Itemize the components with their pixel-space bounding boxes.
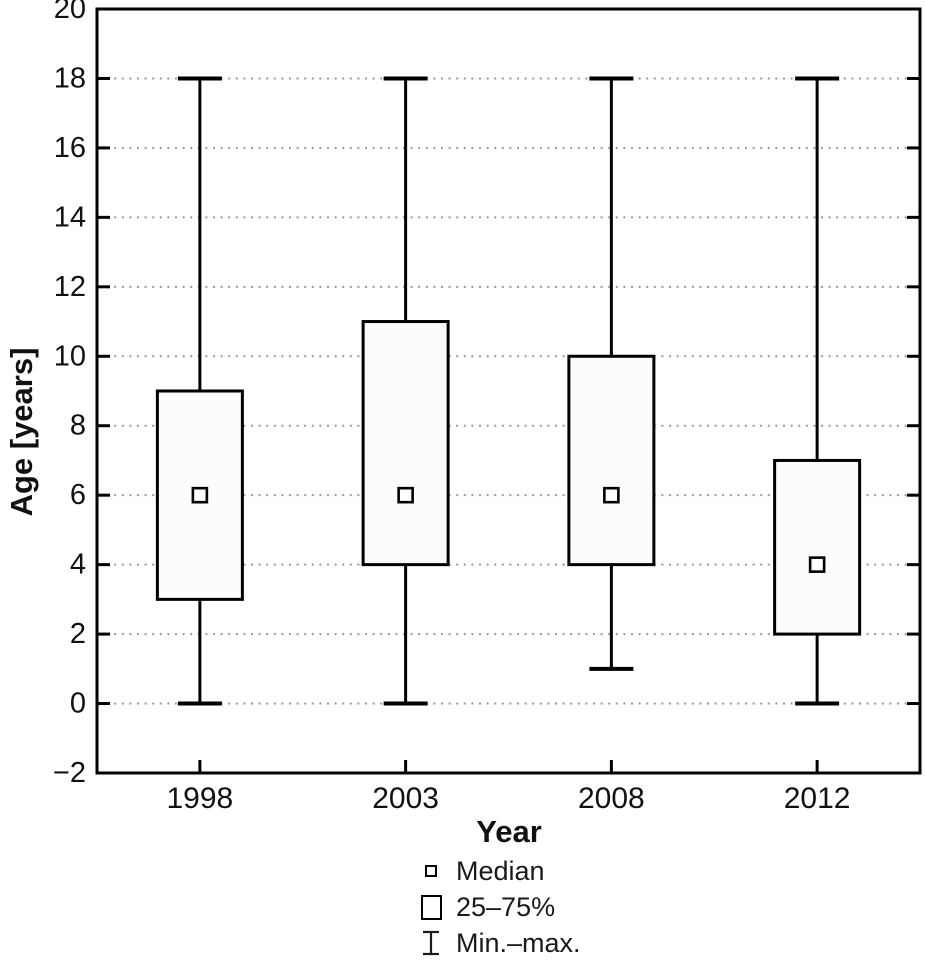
iqr-box — [567, 354, 656, 567]
iqr-box-icon — [406, 894, 456, 920]
legend: Median 25–75% Min.–max. — [406, 856, 581, 958]
y-tick-label: 16 — [54, 132, 86, 164]
y-axis-title: Age [years] — [4, 347, 39, 517]
axis-ticks — [97, 7, 920, 775]
x-tick-label: 1998 — [167, 782, 234, 815]
min-max-ibeam-icon — [406, 929, 456, 957]
y-tick-label: 4 — [70, 549, 86, 581]
legend-item-iqr: 25–75% — [406, 892, 581, 922]
y-tick-label: 20 — [54, 0, 86, 25]
median-marker — [603, 486, 620, 504]
median-square-icon — [406, 865, 456, 877]
plot-frame — [95, 7, 922, 775]
x-tick-labels: 1998 2003 2008 2012 — [167, 782, 851, 815]
median-marker — [808, 556, 826, 573]
legend-label-median: Median — [456, 855, 545, 886]
boxplot-2008 — [567, 76, 656, 671]
y-tick-label: 0 — [70, 688, 86, 720]
iqr-box — [773, 458, 862, 636]
x-tick-label: 2012 — [784, 782, 851, 815]
y-tick-label: 12 — [54, 271, 86, 303]
legend-item-minmax: Min.–max. — [406, 928, 581, 958]
x-tick-label: 2008 — [578, 782, 645, 815]
boxplot-1998 — [155, 76, 244, 706]
legend-label-iqr: 25–75% — [456, 891, 556, 922]
legend-item-median: Median — [406, 856, 581, 886]
y-tick-labels: −2 0 2 4 6 8 10 12 14 16 18 20 — [53, 0, 86, 789]
boxplot-2003 — [361, 76, 450, 706]
median-marker — [191, 486, 209, 504]
x-tick-label: 2003 — [372, 782, 439, 815]
legend-label-minmax: Min.–max. — [456, 927, 581, 958]
y-tick-label: 2 — [70, 618, 86, 650]
boxplot-2012 — [773, 76, 862, 706]
y-tick-label: 14 — [54, 201, 86, 233]
median-marker — [397, 486, 414, 504]
y-tick-label: 18 — [54, 62, 86, 94]
y-tick-label: 8 — [70, 410, 86, 442]
y-tick-label: 10 — [54, 340, 86, 372]
y-tick-label: 6 — [70, 479, 86, 511]
iqr-box — [361, 320, 450, 567]
x-axis-title: Year — [476, 814, 542, 849]
y-tick-label: −2 — [53, 757, 86, 789]
